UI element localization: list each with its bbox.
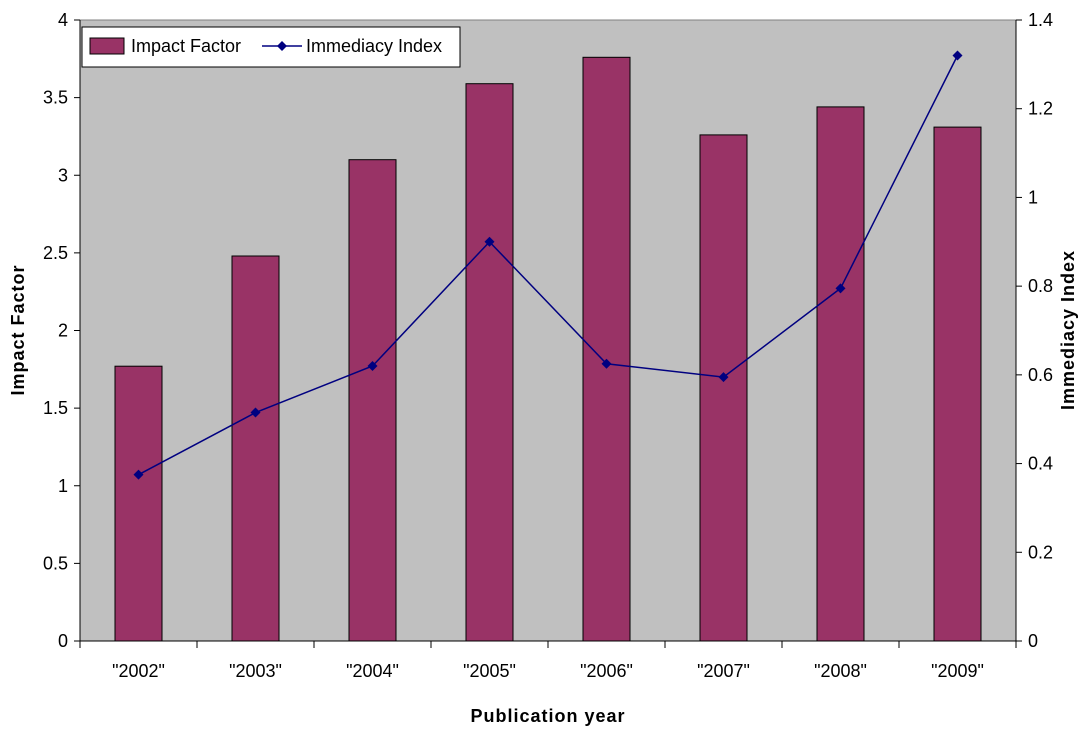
line-series [133, 50, 963, 480]
y-axis-title: Impact Factor [8, 264, 28, 395]
bar [465, 83, 514, 642]
y2-tick-label: 1 [1028, 187, 1038, 207]
y-tick-label: 3 [58, 165, 68, 185]
bar [231, 255, 280, 642]
y-tick-label: 4 [58, 10, 68, 30]
y-tick-label: 1.5 [43, 398, 68, 418]
y2-tick-label: 1.2 [1028, 99, 1053, 119]
legend-box [81, 26, 461, 68]
x-tick-label: "2007" [697, 661, 750, 681]
y-tick-label: 2.5 [43, 243, 68, 263]
x-tick-label: "2009" [931, 661, 984, 681]
x-tick-label: "2003" [229, 661, 282, 681]
bar [699, 134, 748, 642]
axes [74, 19, 1022, 648]
y2-tick-label: 0.4 [1028, 454, 1053, 474]
y-tick-label: 0.5 [43, 553, 68, 573]
series-line [138, 55, 959, 476]
x-axis-title: Publication year [470, 706, 625, 726]
bar [114, 365, 163, 642]
x-tick-label: "2002" [112, 661, 165, 681]
bar [348, 159, 397, 642]
y-tick-label: 1 [58, 476, 68, 496]
data-point [718, 372, 729, 383]
y2-tick-label: 0.6 [1028, 365, 1053, 385]
x-tick-label: "2004" [346, 661, 399, 681]
legend: Impact Factor Immediacy Index [81, 26, 461, 68]
data-point [835, 283, 846, 294]
plot-area [79, 19, 1017, 642]
y-tick-label: 2 [58, 321, 68, 341]
bar-series [114, 56, 982, 642]
y2-tick-label: 0.8 [1028, 276, 1053, 296]
data-point [250, 407, 261, 418]
data-point [484, 236, 495, 247]
bar [933, 126, 982, 642]
y2-axis-title: Immediacy Index [1058, 250, 1078, 410]
y2-tick-label: 0.2 [1028, 542, 1053, 562]
bar [582, 56, 631, 642]
y2-tick-label: 0 [1028, 631, 1038, 651]
y-tick-label: 0 [58, 631, 68, 651]
bar [816, 106, 865, 642]
y-tick-label: 3.5 [43, 88, 68, 108]
data-point [601, 358, 612, 369]
tick-labels: 0 0.5 1 1.5 2 2.5 3 3.5 4 0 0.2 0.4 0.6 0.8 1 1.2 1.4 "20… [43, 10, 1053, 681]
legend-label-immediacy-index: Immediacy Index [306, 36, 442, 56]
data-point [133, 469, 144, 480]
x-tick-label: "2005" [463, 661, 516, 681]
legend-swatch-impact-factor [89, 37, 125, 55]
x-tick-label: "2006" [580, 661, 633, 681]
legend-label-impact-factor: Impact Factor [131, 36, 241, 56]
data-point [952, 50, 963, 61]
legend-marker-immediacy-index [277, 41, 287, 51]
x-tick-label: "2008" [814, 661, 867, 681]
y2-tick-label: 1.4 [1028, 10, 1053, 30]
data-point [367, 360, 378, 371]
